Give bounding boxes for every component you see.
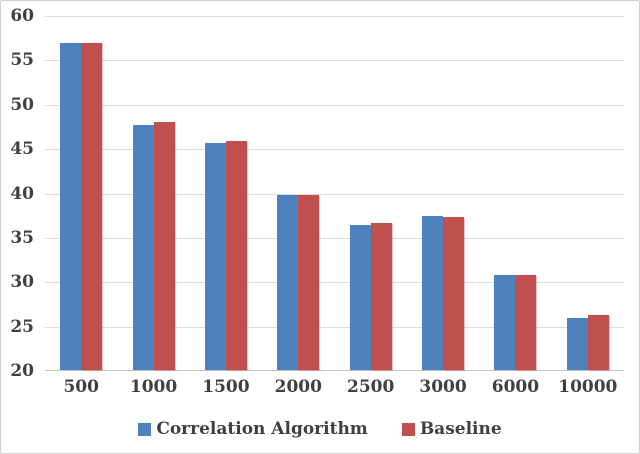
bar — [204, 142, 226, 370]
gridline — [45, 282, 624, 284]
bar — [515, 275, 537, 370]
legend-label: Baseline — [419, 419, 502, 439]
bar — [494, 275, 516, 370]
legend-swatch-red-icon — [401, 422, 415, 436]
gridline — [45, 60, 624, 62]
bar — [153, 121, 175, 370]
bar — [422, 216, 444, 370]
bar-group-500 — [45, 16, 117, 370]
legend: Correlation Algorithm Baseline — [1, 419, 639, 439]
bar-group-2500 — [335, 16, 407, 370]
bar — [225, 141, 247, 370]
bar — [370, 222, 392, 370]
gridline — [45, 237, 624, 239]
legend-item-correlation-algorithm: Correlation Algorithm — [138, 419, 368, 439]
y-tick-label: 35 — [10, 227, 34, 248]
bar — [81, 43, 103, 370]
bar — [566, 317, 588, 370]
gridline — [45, 104, 624, 106]
plot-area — [45, 16, 624, 371]
bar — [277, 195, 299, 370]
gridline — [45, 16, 624, 17]
bar — [298, 195, 320, 370]
gridline — [45, 326, 624, 328]
y-tick-label: 60 — [10, 6, 34, 26]
x-tick-label: 500 — [63, 377, 99, 397]
y-tick-label: 55 — [10, 50, 34, 71]
bar — [349, 225, 371, 370]
y-tick-label: 45 — [10, 139, 34, 160]
bar-group-1500 — [190, 16, 262, 370]
legend-item-baseline: Baseline — [401, 419, 502, 439]
x-tick-label: 6000 — [491, 377, 540, 397]
bar — [587, 314, 609, 370]
bar-group-1000 — [117, 16, 189, 370]
y-tick-label: 30 — [10, 272, 34, 293]
y-tick-label: 50 — [10, 94, 34, 115]
bar — [132, 125, 154, 370]
y-tick-label: 40 — [10, 183, 34, 204]
x-tick-label: 1500 — [202, 377, 250, 397]
x-tick-label: 1000 — [129, 377, 178, 397]
bar-groups — [45, 16, 624, 370]
bar-group-3000 — [407, 16, 479, 370]
x-tick-label: 10000 — [558, 377, 618, 397]
x-tick-label: 2500 — [347, 377, 395, 397]
bar-group-2000 — [262, 16, 334, 370]
bar-group-6000 — [479, 16, 551, 370]
gridline — [45, 149, 624, 151]
x-tick-label: 2000 — [274, 377, 322, 397]
y-tick-label: 20 — [10, 361, 34, 381]
bar — [443, 217, 465, 370]
gridline — [45, 193, 624, 195]
legend-label: Correlation Algorithm — [156, 419, 368, 439]
x-tick-label: 3000 — [419, 377, 467, 397]
bar — [60, 43, 82, 370]
y-tick-label: 25 — [10, 316, 34, 337]
bar-group-10000 — [552, 16, 624, 370]
legend-swatch-blue-icon — [138, 422, 152, 436]
